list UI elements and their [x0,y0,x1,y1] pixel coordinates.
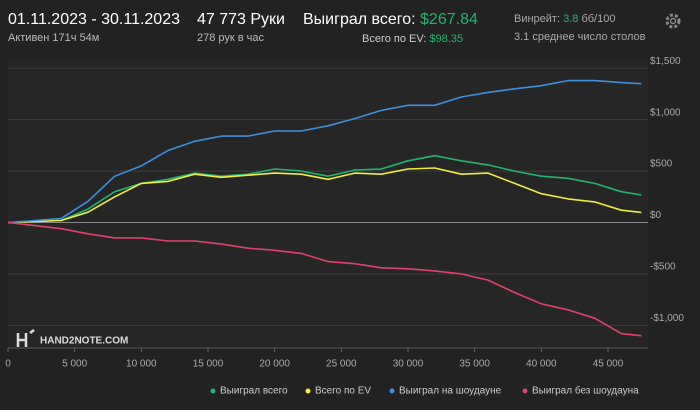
hands-rate: 278 рук в час [197,32,265,44]
legend-marker [305,388,311,394]
winrate-label: Винрейт: [514,13,561,25]
series-line [7,167,642,224]
won-total: Выиграл всего: $267.84 [303,11,478,29]
x-tick-label: 0 [5,359,11,370]
y-tick-label: -$1,000 [650,313,684,324]
x-tick-label: 10 000 [126,359,157,370]
legend-item[interactable]: Выиграл всего [210,386,289,397]
settings-icon[interactable] [664,12,682,30]
logo: HAND2NOTE.COM [16,329,128,347]
y-tick-label: $0 [650,210,662,221]
legend-label: Выиграл на шоудауне [399,386,502,397]
series-line [7,154,642,224]
y-tick-label: $1,000 [650,107,681,118]
ev-value: $98.35 [429,33,464,45]
x-tick-label: 25 000 [326,359,357,370]
ev-total: Всего по EV: $98.35 [362,33,463,45]
hands: 47 773 Руки [197,11,285,28]
legend-item[interactable]: Выиграл без шоудауна [522,385,640,397]
winrate-value: 3.8 [563,13,579,25]
logo-icon [16,329,35,347]
x-tick-label: 5 000 [62,359,87,370]
legend-label: Выиграл без шоудауна [532,385,639,397]
x-tick-label: 30 000 [393,359,424,370]
logo-text: HAND2NOTE.COM [40,336,128,347]
legend-item[interactable]: Выиграл на шоудауне [389,386,502,397]
y-tick-label: $1,500 [650,56,681,67]
x-tick-label: 40 000 [526,359,557,370]
x-tick-label: 20 000 [259,359,290,370]
x-tick-label: 15 000 [193,359,224,370]
period: 01.11.2023 - 30.11.2023 [8,11,180,28]
x-tick-label: 45 000 [593,359,624,370]
won-value: $267.84 [420,11,478,28]
legend-marker [210,388,216,394]
legend-marker [389,388,395,394]
ev-label: Всего по EV: [362,33,427,45]
plot-area [8,60,648,348]
tables: 3.1 среднее число столов [514,31,646,43]
winrate: Винрейт: 3.8 бб/100 [514,13,615,25]
y-tick-label: -$500 [650,262,676,273]
y-tick-label: $500 [650,159,673,170]
legend-marker [522,388,528,394]
series-line [7,221,642,337]
winrate-unit: бб/100 [581,13,616,25]
legend-item[interactable]: Всего по EV [305,386,372,397]
legend-label: Выиграл всего [220,386,288,397]
won-label: Выиграл всего: [303,11,416,28]
series-line [7,79,642,224]
legend-label: Всего по EV [315,386,371,397]
active-time: Активен 171ч 54м [8,32,100,44]
x-tick-label: 35 000 [459,359,490,370]
